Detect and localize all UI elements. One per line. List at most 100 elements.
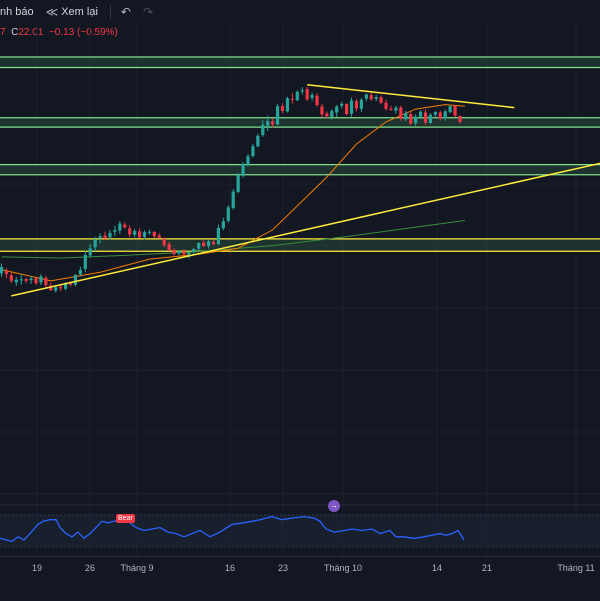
- candle-body-61: [300, 90, 304, 92]
- candle-body-77: [379, 97, 383, 103]
- candle-body-6: [29, 278, 33, 281]
- x-tick-label: Tháng 10: [323, 563, 363, 573]
- candle-body-88: [433, 112, 437, 115]
- candle-body-15: [73, 274, 78, 285]
- candle-body-78: [384, 102, 388, 109]
- close-value: 22.01: [18, 27, 44, 38]
- candle-body-80: [394, 107, 398, 111]
- candle-body-65: [320, 106, 324, 115]
- x-tick-label: Tháng 9: [120, 563, 154, 573]
- candle-body-30: [147, 231, 151, 233]
- candle-body-56: [275, 106, 280, 125]
- candle-body-66: [325, 113, 329, 117]
- x-tick-label: 16: [224, 563, 236, 573]
- candle-body-74: [364, 94, 368, 99]
- candle-body-69: [340, 103, 344, 106]
- candle-body-34: [167, 244, 171, 251]
- candle-body-93: [458, 115, 462, 122]
- zone-fill-2: [0, 164, 600, 175]
- candle-body-91: [448, 106, 452, 113]
- candle-body-64: [315, 95, 319, 105]
- candle-body-57: [280, 106, 285, 111]
- candle-body-71: [349, 100, 354, 114]
- candle-body-79: [389, 108, 393, 110]
- candle-body-32: [157, 235, 161, 239]
- candle-body-47: [231, 191, 235, 209]
- candle-body-28: [137, 231, 142, 238]
- x-tick-label: 14: [431, 563, 443, 573]
- candle-body-8: [39, 276, 43, 283]
- redo-icon: ↷: [142, 5, 154, 19]
- ohlc-prefix: 7: [0, 27, 6, 38]
- zone-fill-1: [0, 117, 600, 128]
- candle-body-12: [59, 286, 63, 289]
- candle-body-25: [123, 224, 127, 228]
- candle-body-11: [54, 287, 58, 291]
- candle-body-63: [310, 94, 314, 98]
- x-tick-label: Tháng 11: [557, 563, 595, 573]
- candle-body-5: [24, 279, 28, 281]
- candle-body-37: [182, 251, 186, 255]
- candle-body-41: [202, 242, 206, 246]
- ohlc-legend: 7 C22.01 −0.13 (−0.59%): [0, 27, 118, 38]
- rsi-band: [0, 515, 600, 547]
- ma-orange-line: [1, 104, 465, 282]
- candle-body-10: [49, 285, 53, 291]
- candle-body-19: [93, 239, 97, 248]
- candle-body-33: [162, 238, 166, 246]
- alerts-button[interactable]: nh báo: [0, 6, 34, 18]
- candle-body-50: [246, 156, 250, 165]
- redo-button[interactable]: ↷: [143, 5, 153, 19]
- candle-body-85: [418, 111, 423, 117]
- candle-body-72: [354, 101, 359, 109]
- candle-body-52: [256, 135, 260, 147]
- candle-body-21: [103, 235, 107, 239]
- candle-body-83: [409, 114, 413, 124]
- candle-body-23: [113, 229, 117, 232]
- candle-body-86: [423, 112, 428, 123]
- candle-body-36: [177, 250, 181, 254]
- time-axis[interactable]: 19 26 Tháng 9 16 23 Tháng 10 14 21 Tháng 11: [0, 556, 600, 601]
- candle-body-90: [443, 111, 447, 119]
- zone-fill-0: [0, 57, 600, 68]
- candle-body-26: [128, 228, 132, 235]
- candle-body-67: [330, 111, 334, 117]
- candle-body-75: [369, 95, 373, 100]
- trendline-1: [307, 84, 515, 109]
- candle-body-51: [251, 146, 255, 156]
- candle-body-49: [241, 164, 245, 176]
- top-toolbar: nh báo ≪ Xem lại ↶ ↷: [0, 0, 600, 24]
- candle-body-29: [142, 232, 147, 237]
- candle-body-45: [221, 221, 225, 229]
- candle-body-58: [285, 98, 290, 112]
- candle-body-84: [414, 116, 418, 124]
- replay-button[interactable]: ≪ Xem lại: [46, 5, 98, 19]
- candle-body-20: [98, 236, 102, 239]
- candle-body-31: [152, 231, 156, 237]
- x-tick-label: 26: [84, 563, 96, 573]
- candle-body-7: [34, 278, 38, 284]
- candle-body-16: [78, 270, 82, 275]
- candle-body-54: [266, 121, 270, 126]
- price-chart[interactable]: [0, 0, 600, 556]
- candle-body-53: [261, 124, 265, 135]
- undo-button[interactable]: ↶: [121, 5, 131, 19]
- candle-body-27: [133, 231, 137, 235]
- candle-body-81: [399, 107, 403, 119]
- event-icon[interactable]: →: [328, 500, 340, 512]
- alerts-label: nh báo: [0, 6, 34, 18]
- candle-body-42: [206, 241, 211, 246]
- candle-body-59: [290, 99, 294, 100]
- candle-body-92: [453, 105, 457, 116]
- replay-icon: ≪: [45, 5, 59, 19]
- candle-body-46: [226, 207, 230, 221]
- rsi-line: [0, 515, 465, 543]
- candle-body-73: [359, 99, 363, 109]
- candle-body-68: [335, 106, 339, 113]
- candle-body-82: [404, 112, 408, 120]
- candle-body-76: [374, 97, 378, 99]
- candle-body-2: [9, 275, 13, 281]
- candle-body-70: [345, 103, 349, 114]
- undo-icon: ↶: [120, 5, 131, 19]
- rsi-badge: Bear: [116, 514, 135, 523]
